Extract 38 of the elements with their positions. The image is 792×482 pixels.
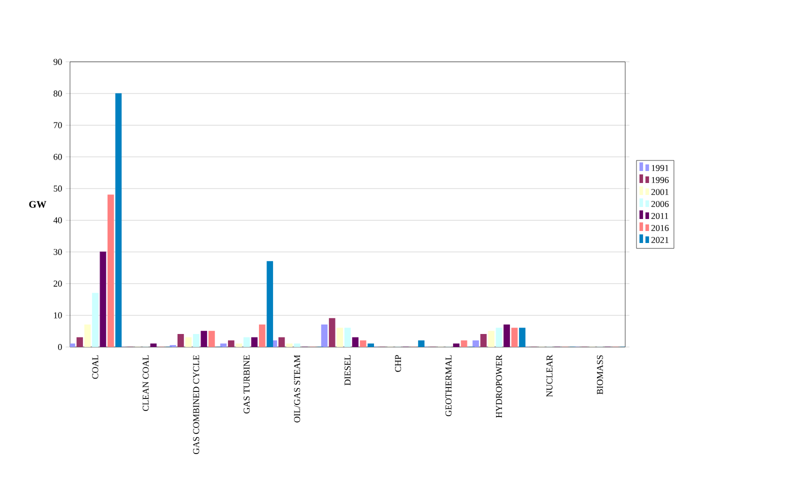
x-tick-label: COAL (92, 355, 98, 379)
x-tick-label: NUCLEAR (546, 354, 552, 397)
legend-label: 2016 (651, 224, 669, 232)
y-tick-label: 30 (54, 248, 62, 255)
legend-label: 2021 (651, 236, 668, 243)
x-tick-label: OIL/GAS STEAM (294, 355, 300, 422)
x-tick-label: CHP (395, 355, 402, 372)
y-tick-label: 50 (54, 186, 62, 192)
legend-label: 2011 (651, 212, 668, 220)
y-tick-label: 70 (54, 122, 62, 128)
bar (70, 344, 76, 347)
legend-label: 1991 (652, 164, 668, 172)
legend-label: 2001 (651, 188, 668, 196)
x-tick-label: DIESEL (344, 355, 351, 386)
x-tick-label: CLEAN COAL (142, 355, 149, 411)
bar (368, 344, 374, 347)
y-tick-label: 40 (53, 217, 62, 224)
y-axis-title: GW (29, 201, 46, 208)
x-tick-label: HYDROPOWER (496, 354, 502, 418)
legend-label: 1996 (652, 176, 669, 184)
bar (115, 93, 122, 347)
bar (266, 261, 274, 347)
legend-label: 2006 (651, 200, 669, 208)
bar (472, 340, 479, 347)
y-tick-label: 60 (54, 154, 62, 160)
x-tick-label: BIOMASS (596, 355, 603, 394)
x-tick-label: GAS COMBINED CYCLE (193, 355, 200, 454)
x-tick-label: GEOTHERMAL (446, 355, 452, 416)
y-tick-label: 90 (54, 58, 62, 65)
bar (519, 328, 526, 347)
bar (321, 324, 328, 347)
x-tick-label: GAS TURBINE (244, 355, 250, 414)
y-tick-label: 0 (58, 344, 62, 350)
y-tick-label: 10 (54, 312, 62, 318)
y-tick-label: 80 (54, 90, 62, 97)
bar (418, 340, 424, 347)
y-tick-label: 20 (54, 280, 62, 287)
bar (220, 344, 227, 347)
